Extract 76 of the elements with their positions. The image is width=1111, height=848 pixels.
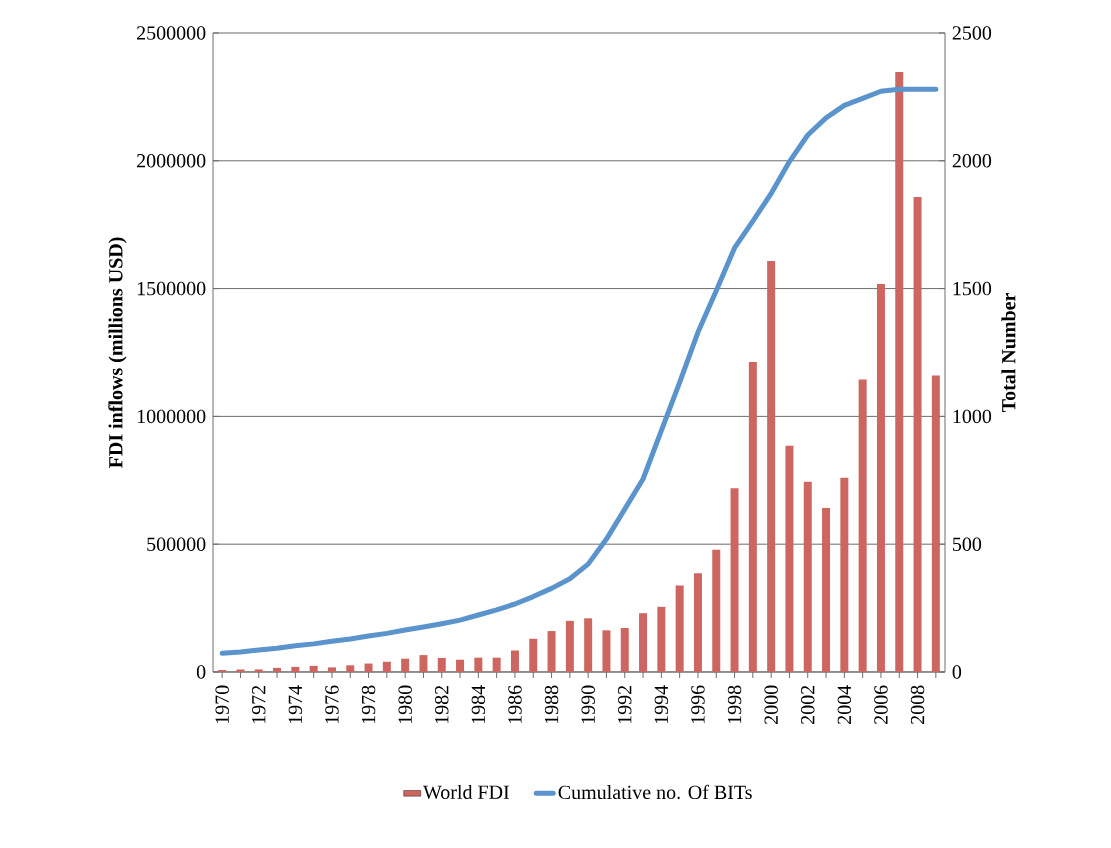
bar bbox=[803, 481, 812, 672]
x-tick-label: 1982 bbox=[435, 685, 449, 724]
y2-tick-label: 1000 bbox=[953, 409, 992, 424]
bar bbox=[748, 361, 757, 672]
x-tick-label: 1970 bbox=[215, 685, 229, 724]
y-tick-label: 2500000 bbox=[137, 26, 206, 40]
y2-tick-label: 500 bbox=[953, 537, 982, 551]
y2-tick-label: 2500 bbox=[952, 26, 992, 40]
bar bbox=[858, 379, 867, 672]
bar bbox=[401, 658, 410, 672]
bar bbox=[327, 667, 336, 672]
bar bbox=[876, 283, 885, 672]
y-axis-title: FDI inflows (millions USD) bbox=[108, 237, 127, 468]
x-tick-label: 1978 bbox=[361, 685, 376, 724]
x-tick-label: 2000 bbox=[764, 685, 778, 724]
bar bbox=[822, 507, 831, 672]
bar bbox=[236, 669, 245, 672]
bar bbox=[639, 613, 648, 672]
bar bbox=[419, 655, 428, 672]
bar bbox=[785, 445, 794, 672]
x-tick-label: 2008 bbox=[910, 685, 925, 724]
bar bbox=[620, 628, 629, 672]
bar bbox=[437, 657, 446, 672]
bar bbox=[364, 663, 373, 672]
legend-label: World FDI bbox=[423, 784, 509, 800]
bar bbox=[895, 72, 904, 672]
x-tick-label: 1992 bbox=[618, 685, 632, 724]
bar bbox=[693, 573, 702, 672]
y2-axis-title: Total Number bbox=[1001, 293, 1016, 413]
bar bbox=[602, 630, 611, 672]
y-tick-label: 0 bbox=[196, 665, 206, 679]
y-tick-label: 1500000 bbox=[137, 281, 206, 296]
x-tick-label: 1988 bbox=[544, 685, 559, 724]
y2-tick-label: 2000 bbox=[952, 154, 992, 168]
legend-label: Cumulative no. Of BITs bbox=[558, 784, 752, 800]
y2-tick-label: 1500 bbox=[953, 281, 992, 296]
bar bbox=[931, 375, 940, 672]
x-tick-label: 1980 bbox=[398, 685, 412, 724]
x-tick-label: 1998 bbox=[727, 685, 742, 724]
y2-tick-label: 0 bbox=[952, 665, 962, 679]
bar bbox=[474, 657, 483, 672]
bar bbox=[291, 666, 300, 672]
x-tick-label: 1976 bbox=[325, 685, 339, 724]
bar bbox=[730, 488, 739, 672]
bar bbox=[382, 661, 391, 672]
bar bbox=[840, 477, 849, 672]
x-tick-label: 1986 bbox=[508, 685, 522, 724]
bar bbox=[510, 650, 519, 672]
x-tick-label: 1996 bbox=[691, 685, 705, 724]
y-tick-label: 500000 bbox=[147, 537, 206, 551]
x-tick-label: 1994 bbox=[654, 685, 669, 724]
bar bbox=[913, 197, 922, 672]
bar bbox=[218, 669, 227, 672]
x-tick-label: 2002 bbox=[801, 685, 815, 724]
bar bbox=[657, 606, 666, 672]
x-tick-label: 2006 bbox=[874, 685, 888, 724]
bar bbox=[456, 659, 465, 672]
x-tick-label: 2004 bbox=[837, 685, 852, 724]
x-tick-label: 1972 bbox=[252, 685, 266, 724]
bar bbox=[309, 665, 318, 672]
bar bbox=[346, 665, 355, 672]
x-tick-label: 1990 bbox=[581, 685, 595, 724]
bar bbox=[767, 260, 776, 672]
x-tick-label: 1984 bbox=[471, 685, 486, 724]
bar bbox=[675, 585, 684, 672]
y-tick-label: 2000000 bbox=[137, 154, 206, 168]
y-tick-label: 1000000 bbox=[137, 409, 206, 424]
bar bbox=[712, 549, 721, 672]
bar bbox=[254, 669, 263, 672]
bar bbox=[547, 631, 556, 672]
bar bbox=[492, 657, 501, 672]
bar bbox=[584, 618, 593, 672]
x-tick-label: 1974 bbox=[288, 685, 303, 724]
bar bbox=[529, 638, 538, 672]
bar bbox=[273, 667, 282, 672]
bar bbox=[565, 620, 574, 672]
